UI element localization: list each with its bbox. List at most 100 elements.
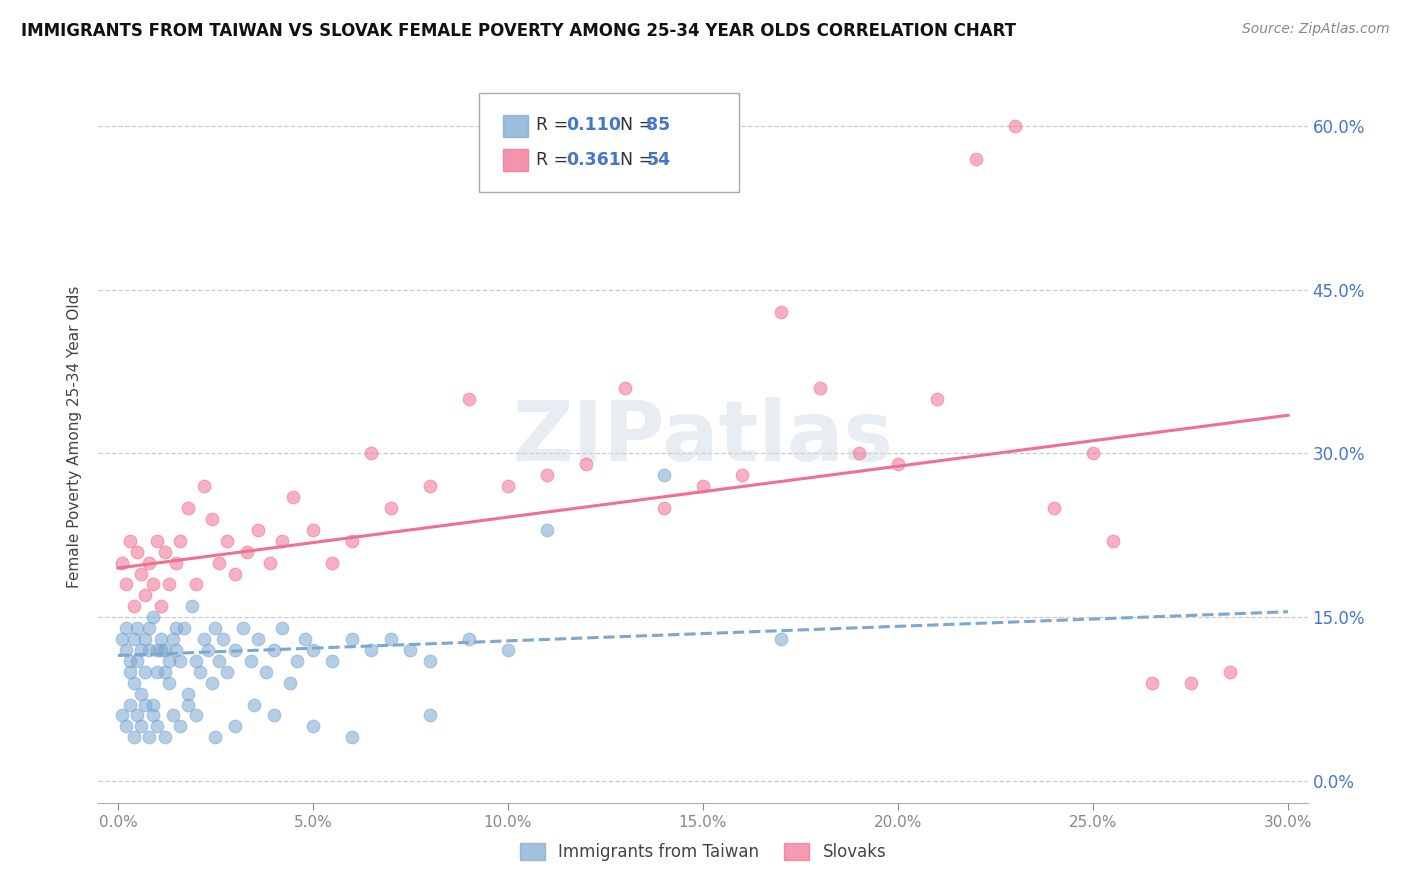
Point xyxy=(138,643,160,657)
Point xyxy=(536,523,558,537)
Legend: Immigrants from Taiwan, Slovaks: Immigrants from Taiwan, Slovaks xyxy=(513,836,893,868)
Point xyxy=(153,545,176,559)
Point xyxy=(204,731,226,745)
Point xyxy=(169,719,191,733)
Point xyxy=(239,654,262,668)
Point xyxy=(134,588,156,602)
Point xyxy=(149,599,172,614)
Point xyxy=(1081,446,1104,460)
Point xyxy=(138,556,160,570)
Point xyxy=(149,643,172,657)
Point xyxy=(200,512,222,526)
Point xyxy=(197,643,219,657)
Point xyxy=(157,577,180,591)
Point xyxy=(1043,501,1066,516)
Point xyxy=(731,468,754,483)
Point xyxy=(138,731,160,745)
Point xyxy=(224,566,246,581)
Point xyxy=(283,490,305,504)
Point xyxy=(302,523,325,537)
Point xyxy=(184,577,207,591)
Point xyxy=(458,632,481,646)
Point xyxy=(652,501,675,516)
Point xyxy=(114,643,136,657)
Text: N =: N = xyxy=(609,117,658,135)
Point xyxy=(131,719,153,733)
Point xyxy=(340,731,363,745)
Point xyxy=(224,643,246,657)
Point xyxy=(153,731,176,745)
Y-axis label: Female Poverty Among 25-34 Year Olds: Female Poverty Among 25-34 Year Olds xyxy=(66,286,82,588)
Bar xyxy=(503,115,527,137)
Point xyxy=(294,632,316,646)
Point xyxy=(146,719,169,733)
Point xyxy=(122,632,145,646)
Point xyxy=(122,731,145,745)
Text: 0.110: 0.110 xyxy=(567,117,621,135)
Text: Source: ZipAtlas.com: Source: ZipAtlas.com xyxy=(1241,22,1389,37)
Point xyxy=(769,632,792,646)
Point xyxy=(1219,665,1241,679)
Point xyxy=(965,152,987,166)
Point xyxy=(111,708,134,723)
Point xyxy=(184,708,207,723)
Point xyxy=(134,665,156,679)
Point xyxy=(575,458,598,472)
Point xyxy=(247,632,270,646)
Point xyxy=(848,446,870,460)
Point xyxy=(157,675,180,690)
Point xyxy=(114,719,136,733)
Point xyxy=(278,675,301,690)
Point xyxy=(235,545,257,559)
Point xyxy=(614,381,637,395)
Point xyxy=(142,577,165,591)
Point xyxy=(193,479,215,493)
Point xyxy=(208,654,231,668)
Point xyxy=(142,698,165,712)
Point xyxy=(157,654,180,668)
Point xyxy=(458,392,481,406)
Point xyxy=(162,632,184,646)
Point xyxy=(224,719,246,733)
Point xyxy=(769,304,792,318)
Point xyxy=(536,468,558,483)
Point xyxy=(146,643,169,657)
Point xyxy=(1004,119,1026,133)
Point xyxy=(111,632,134,646)
Point xyxy=(142,610,165,624)
Point xyxy=(131,687,153,701)
Point xyxy=(138,621,160,635)
Point xyxy=(111,556,134,570)
Point xyxy=(146,533,169,548)
Point xyxy=(127,708,149,723)
Point xyxy=(142,708,165,723)
Point xyxy=(169,654,191,668)
Point xyxy=(808,381,831,395)
Point xyxy=(131,566,153,581)
Text: N =: N = xyxy=(609,151,658,169)
Point xyxy=(127,545,149,559)
Point xyxy=(165,621,187,635)
Point xyxy=(134,698,156,712)
Bar xyxy=(503,149,527,171)
Point xyxy=(360,643,382,657)
Point xyxy=(302,643,325,657)
Point xyxy=(173,621,195,635)
Point xyxy=(114,621,136,635)
Point xyxy=(360,446,382,460)
Point xyxy=(270,533,292,548)
Point xyxy=(127,654,149,668)
Point xyxy=(217,533,239,548)
Point xyxy=(162,708,184,723)
Point xyxy=(263,708,285,723)
Point xyxy=(184,654,207,668)
Point xyxy=(114,577,136,591)
Point xyxy=(887,458,910,472)
Point xyxy=(321,556,343,570)
Point xyxy=(131,643,153,657)
Point xyxy=(496,643,519,657)
Point xyxy=(496,479,519,493)
Point xyxy=(118,654,141,668)
Point xyxy=(177,687,200,701)
Point xyxy=(302,719,325,733)
